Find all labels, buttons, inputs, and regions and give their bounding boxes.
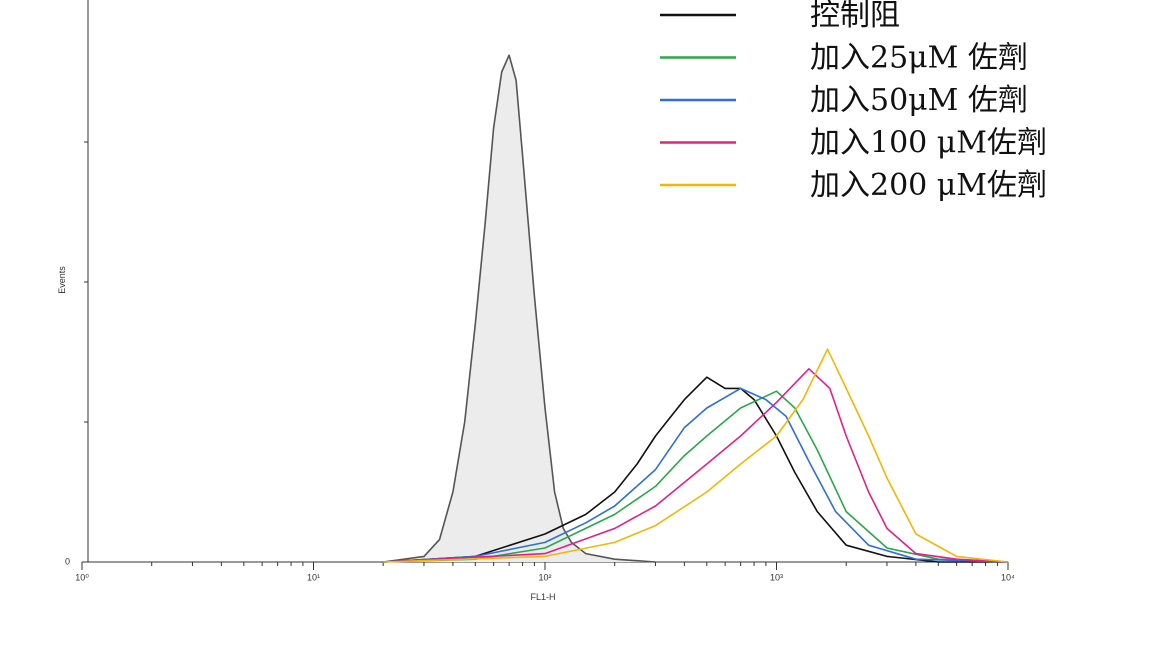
line <box>383 387 1009 563</box>
x-tick-label: 10⁴ <box>1001 572 1015 582</box>
line <box>383 390 1009 563</box>
line <box>383 54 656 563</box>
x-tick-label: 10¹ <box>307 572 320 582</box>
x-tick-label: 10² <box>538 572 551 582</box>
legend-label: 加入100 μM佐劑 <box>810 126 1047 161</box>
x-tick-label: 10³ <box>770 572 783 582</box>
x-axis-label: FL1-H <box>530 592 555 602</box>
y-tick-label: 0 <box>65 556 70 566</box>
legend-label: 加入50μM 佐劑 <box>810 83 1028 118</box>
x-tick-label: 10⁰ <box>75 572 89 582</box>
legend-label: 加入25μM 佐劑 <box>810 41 1028 76</box>
line <box>383 368 1009 563</box>
area <box>383 55 656 562</box>
legend-label: 加入200 μM佐劑 <box>810 168 1047 203</box>
line <box>383 348 1009 563</box>
line <box>383 376 1008 563</box>
y-axis-label: Events <box>57 266 67 294</box>
legend-label: 控制阻 <box>810 0 900 33</box>
